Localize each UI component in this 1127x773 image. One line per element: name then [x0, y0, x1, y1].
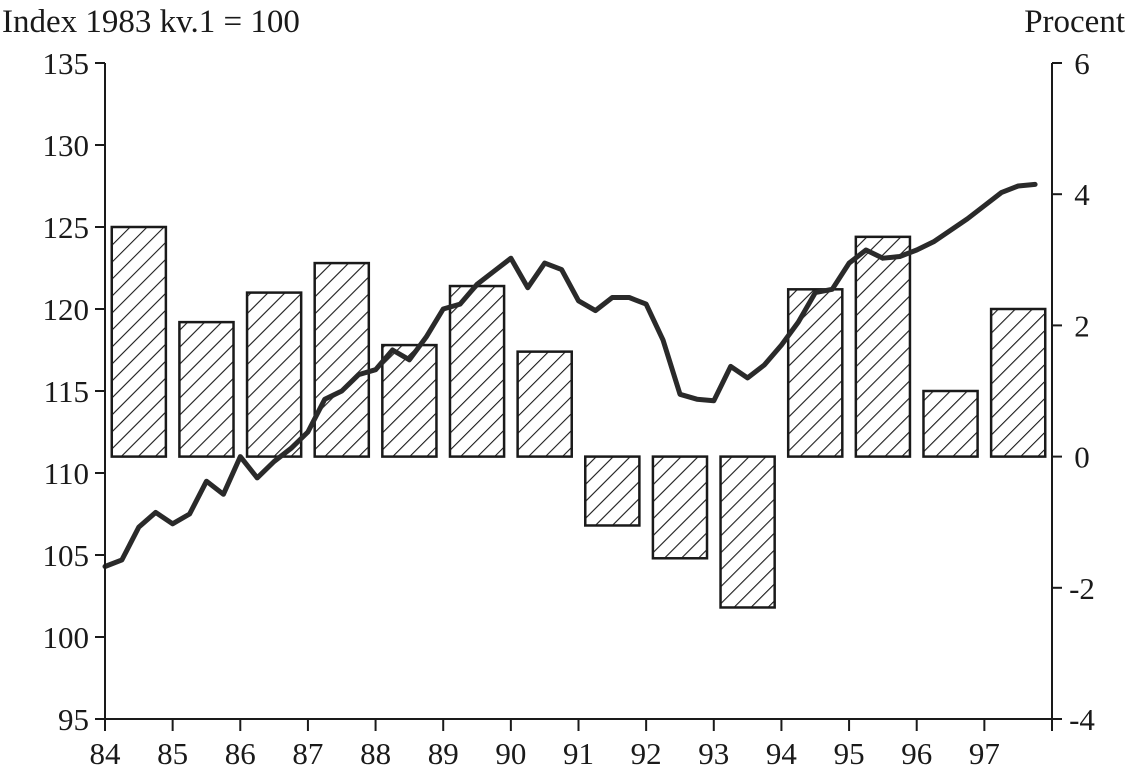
x-tick-label: 88 [360, 736, 391, 771]
x-tick-label: 97 [969, 736, 1000, 771]
x-tick-label: 89 [428, 736, 459, 771]
left-tick-label: 105 [43, 538, 90, 573]
right-tick-label: -4 [1069, 702, 1095, 737]
left-tick-label: 135 [43, 46, 90, 81]
right-tick-label: -2 [1069, 571, 1095, 606]
x-tick-label: 94 [766, 736, 798, 771]
left-tick-label: 130 [43, 128, 90, 163]
x-tick-label: 86 [225, 736, 256, 771]
left-tick-label: 125 [43, 210, 90, 245]
bar-89 [448, 284, 506, 458]
bar-94 [786, 288, 844, 458]
index-line [102, 181, 1038, 569]
x-tick-label: 90 [495, 736, 526, 771]
x-tick-label: 96 [901, 736, 932, 771]
x-tick-label: 87 [292, 736, 323, 771]
bar-96 [922, 389, 979, 458]
bar-87 [313, 261, 371, 458]
bar-88 [381, 343, 438, 458]
axes [95, 62, 1062, 731]
left-tick-label: 115 [44, 374, 89, 409]
bar-95 [854, 235, 912, 458]
right-axis-title: Procent [1024, 4, 1125, 40]
left-tick-label: 100 [43, 620, 90, 655]
bar-85 [178, 320, 235, 458]
x-tick-label: 92 [631, 736, 662, 771]
right-tick-label: 0 [1074, 440, 1090, 475]
bar-97 [989, 307, 1047, 458]
bars-series [110, 225, 1047, 609]
tick-labels: 95 100 105 110 115 120 125 130 135 -4 -2 0 2 4 6 84 85 86… [43, 46, 1096, 771]
left-axis-title: Index 1983 kv.1 = 100 [2, 4, 300, 40]
left-tick-label: 110 [44, 456, 89, 491]
x-tick-label: 84 [90, 736, 122, 771]
bar-93 [719, 455, 776, 609]
x-tick-label: 93 [698, 736, 729, 771]
bar-84 [110, 225, 168, 458]
left-tick-label: 95 [58, 702, 89, 737]
left-tick-label: 120 [43, 292, 90, 327]
right-tick-label: 2 [1074, 308, 1090, 343]
x-tick-label: 85 [157, 736, 188, 771]
right-tick-label: 4 [1074, 177, 1090, 212]
bar-90 [516, 350, 573, 458]
bar-91 [584, 455, 641, 527]
bar-92 [651, 455, 709, 560]
x-tick-label: 95 [834, 736, 865, 771]
bar-86 [245, 291, 303, 458]
right-tick-label: 6 [1074, 46, 1090, 81]
x-tick-label: 91 [563, 736, 594, 771]
